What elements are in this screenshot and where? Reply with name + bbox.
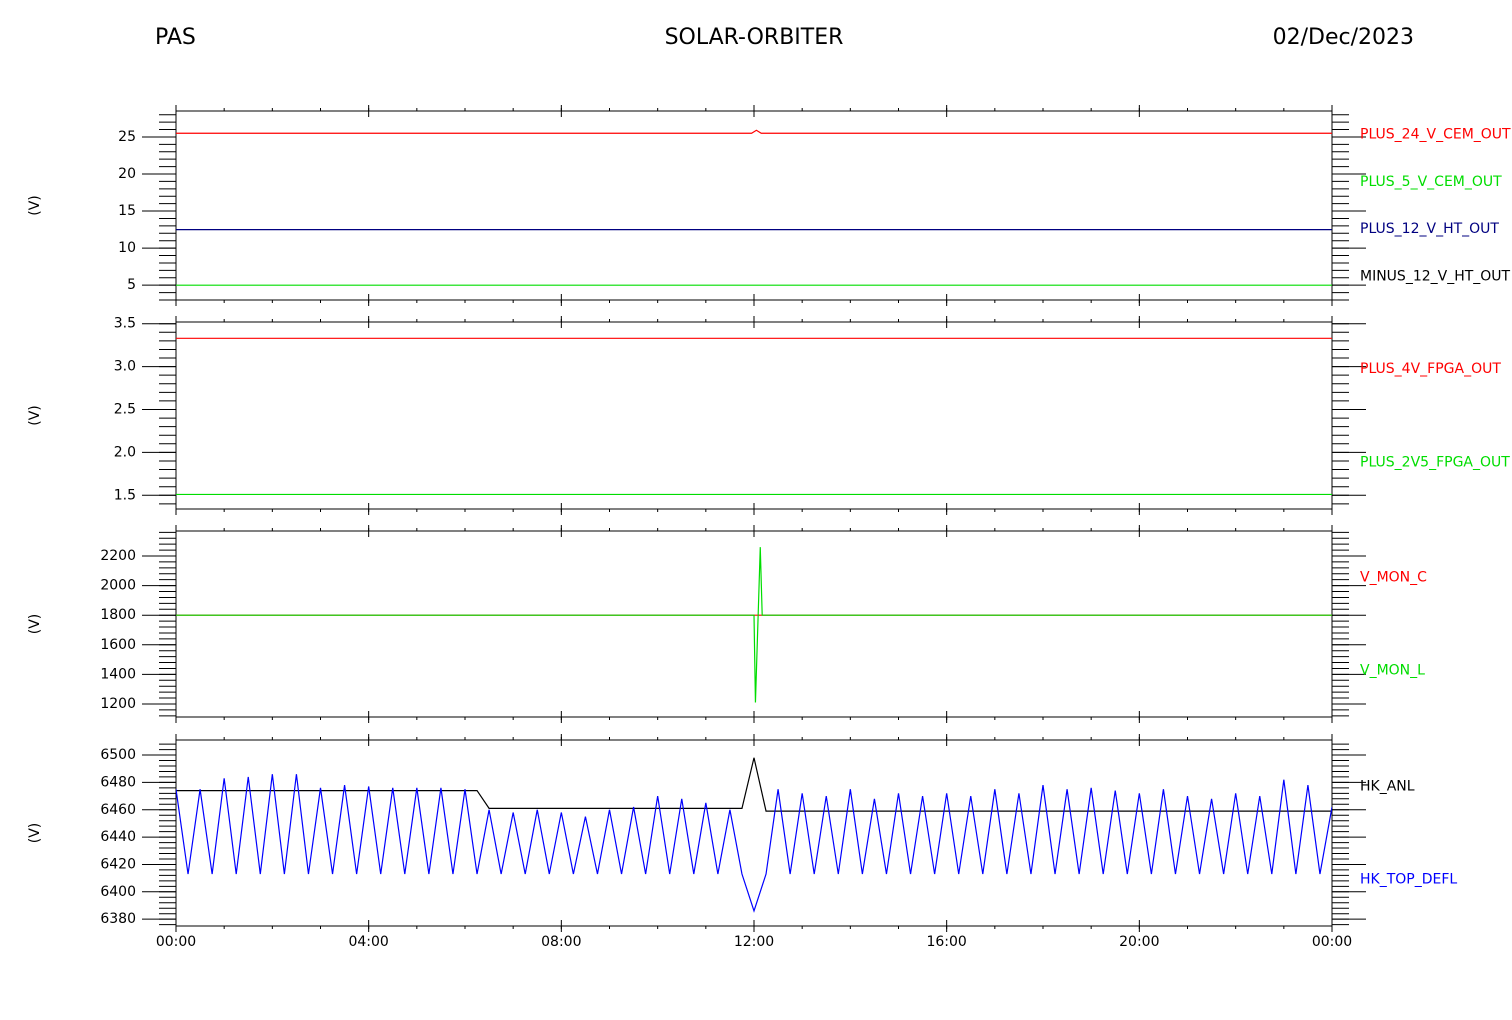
header-right: 02/Dec/2023 <box>1273 25 1414 50</box>
header-center: SOLAR-ORBITER <box>665 25 844 50</box>
y-tick-label: 2000 <box>100 578 136 594</box>
y-tick-label: 6480 <box>100 774 136 790</box>
y-tick-label: 6400 <box>100 884 136 900</box>
y-axis-label: (V) <box>27 405 43 426</box>
y-tick-label: 6500 <box>100 747 136 763</box>
y-axis-label: (V) <box>27 195 43 216</box>
legend-entry: V_MON_L <box>1360 663 1425 679</box>
x-tick-label: 08:00 <box>541 934 581 950</box>
y-tick-label: 5 <box>127 277 136 293</box>
legend-entry: HK_ANL <box>1360 779 1415 795</box>
y-tick-label: 2200 <box>100 548 136 564</box>
y-tick-label: 1600 <box>100 637 136 653</box>
legend-entry: MINUS_12_V_HT_OUT <box>1360 268 1511 284</box>
plot-frame <box>175 321 1333 510</box>
series-line <box>176 547 1332 703</box>
legend-entry: PLUS_24_V_CEM_OUT <box>1360 127 1511 143</box>
legend-entry: V_MON_C <box>1360 570 1427 586</box>
y-tick-label: 6420 <box>100 856 136 872</box>
y-tick-label: 2.5 <box>114 401 136 417</box>
y-tick-label: 20 <box>118 166 136 182</box>
y-tick-label: 10 <box>118 240 136 256</box>
plot-frame <box>175 739 1333 927</box>
y-tick-label: 1800 <box>100 607 136 623</box>
y-tick-label: 3.0 <box>114 359 136 375</box>
legend-entry: PLUS_12_V_HT_OUT <box>1360 221 1499 237</box>
y-tick-label: 3.5 <box>114 316 136 332</box>
x-tick-label: 20:00 <box>1119 934 1159 950</box>
y-tick-label: 15 <box>118 203 136 219</box>
y-tick-label: 1200 <box>100 696 136 712</box>
y-tick-label: 1400 <box>100 666 136 682</box>
x-tick-label: 00:00 <box>156 934 196 950</box>
x-tick-label: 16:00 <box>926 934 966 950</box>
y-axis-label: (V) <box>27 614 43 635</box>
series-line <box>176 774 1332 913</box>
y-tick-label: 6440 <box>100 829 136 845</box>
series-line <box>176 129 1332 134</box>
plot-frame <box>175 110 1333 301</box>
y-tick-label: 1.5 <box>114 487 136 503</box>
y-tick-label: 6380 <box>100 911 136 927</box>
y-axis-label: (V) <box>27 823 43 844</box>
series-line <box>176 757 1332 812</box>
y-tick-label: 6460 <box>100 802 136 818</box>
legend-entry: PLUS_2V5_FPGA_OUT <box>1360 454 1510 470</box>
legend-entry: PLUS_4V_FPGA_OUT <box>1360 361 1501 377</box>
header-left: PAS <box>155 25 196 50</box>
x-tick-label: 00:00 <box>1312 934 1352 950</box>
legend-entry: PLUS_5_V_CEM_OUT <box>1360 174 1502 190</box>
x-tick-label: 04:00 <box>348 934 388 950</box>
y-tick-label: 25 <box>118 129 136 145</box>
legend-entry: HK_TOP_DEFL <box>1360 872 1457 888</box>
y-tick-label: 2.0 <box>114 444 136 460</box>
x-tick-label: 12:00 <box>734 934 774 950</box>
